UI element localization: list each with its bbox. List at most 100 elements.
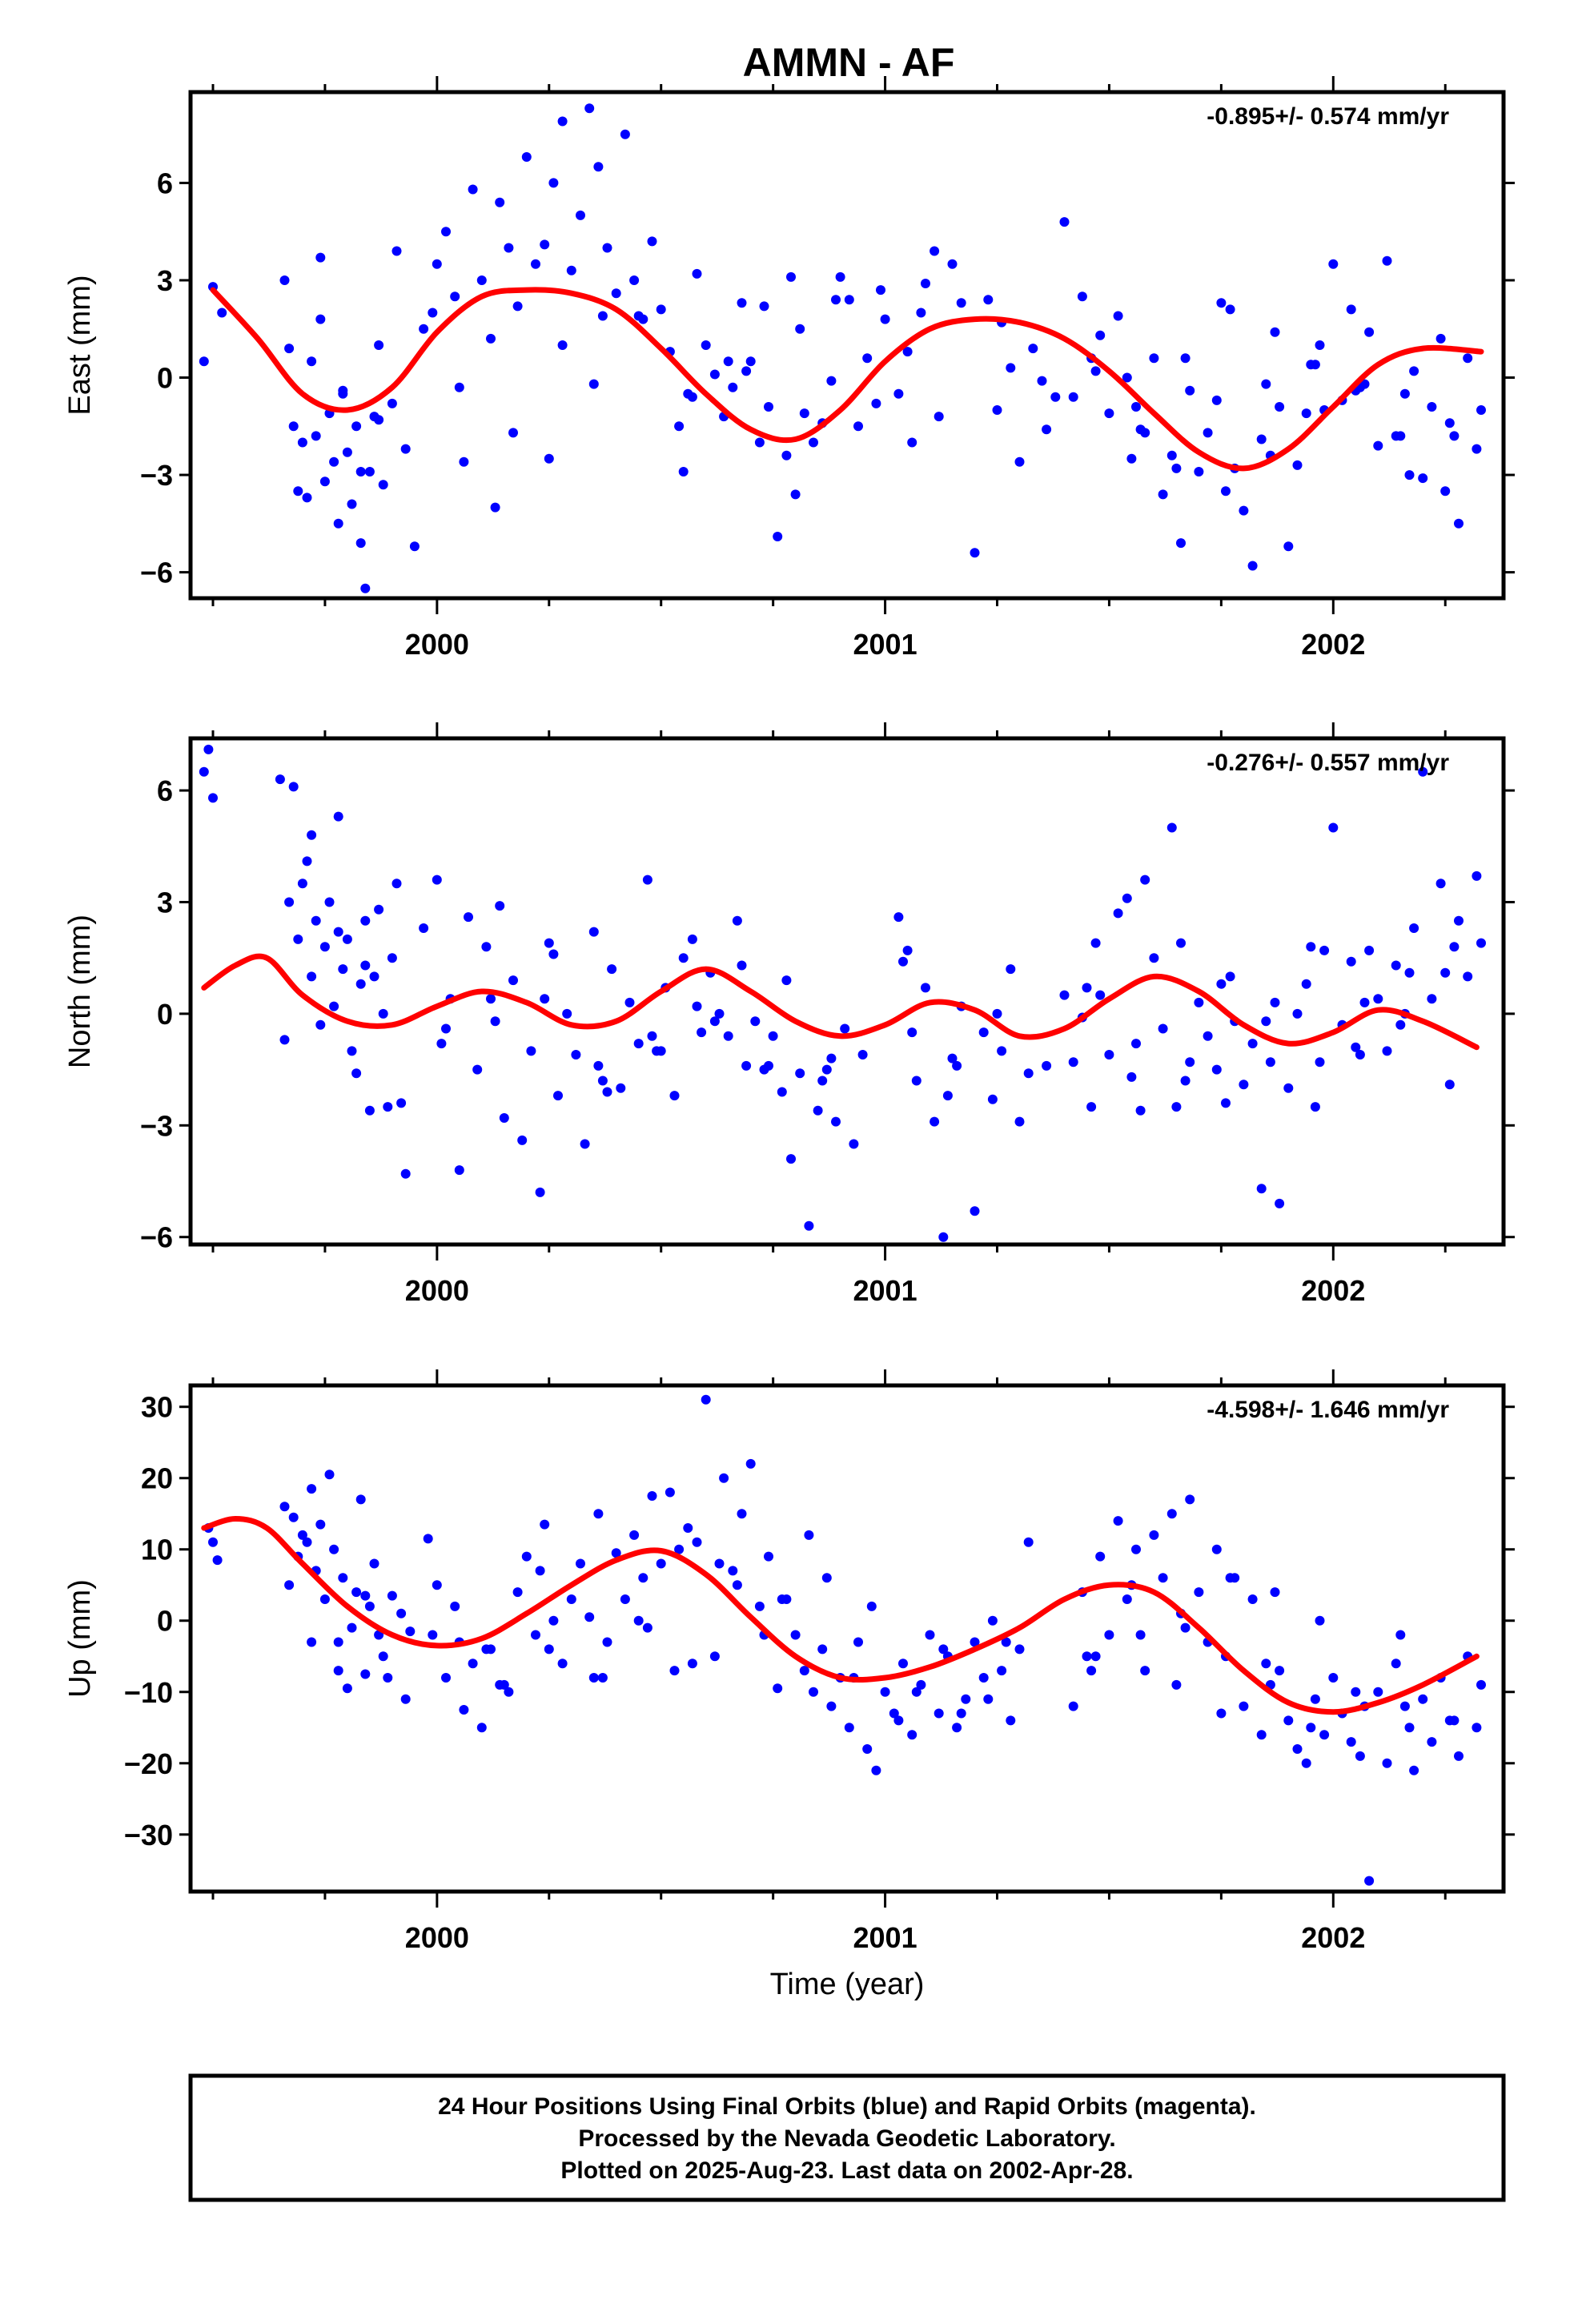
north-data-point (1239, 1080, 1249, 1090)
east-data-point (1176, 538, 1186, 549)
up-data-point (329, 1544, 339, 1554)
up-data-point (701, 1394, 711, 1405)
east-data-point (647, 236, 657, 247)
east-data-point (566, 265, 576, 275)
up-x-tick-label: 2001 (853, 1921, 917, 1954)
east-data-point (288, 421, 299, 432)
east-data-point (934, 412, 944, 422)
north-data-point (997, 1046, 1007, 1056)
east-data-point (504, 243, 514, 253)
east-data-point (284, 344, 295, 354)
east-data-point (1006, 363, 1016, 373)
north-data-point (199, 766, 209, 777)
up-data-point (432, 1580, 442, 1590)
north-data-point (351, 1068, 362, 1079)
up-data-point (916, 1679, 926, 1690)
east-data-point (315, 252, 326, 263)
north-data-point (517, 1135, 528, 1145)
up-data-point (799, 1666, 809, 1676)
north-x-tick-label: 2002 (1301, 1274, 1365, 1307)
east-y-axis-label: East (mm) (63, 275, 97, 415)
east-data-point (844, 295, 854, 305)
east-data-point (360, 583, 371, 593)
north-data-point (329, 1001, 339, 1011)
north-data-point (1185, 1057, 1195, 1068)
north-data-point (1166, 822, 1177, 833)
east-data-point (692, 268, 702, 279)
north-data-point (952, 1060, 962, 1071)
east-data-point (293, 486, 303, 497)
north-data-point (315, 1019, 326, 1030)
north-data-point (1023, 1068, 1034, 1079)
up-data-point (1351, 1687, 1361, 1697)
up-data-point (400, 1694, 411, 1704)
north-data-point (602, 1087, 612, 1097)
north-data-point (1211, 1064, 1222, 1075)
north-data-point (795, 1068, 805, 1079)
north-data-point (947, 1053, 958, 1063)
east-data-point (1435, 333, 1446, 344)
north-data-point (786, 1154, 796, 1164)
east-data-point (1472, 444, 1482, 454)
up-data-point (1399, 1701, 1410, 1711)
north-data-point (1346, 956, 1356, 967)
up-data-point (1373, 1687, 1383, 1697)
up-data-point (880, 1687, 890, 1697)
east-data-point (329, 456, 339, 467)
north-data-point (1359, 997, 1370, 1007)
up-data-point (732, 1580, 742, 1590)
up-data-point (1082, 1651, 1092, 1662)
north-data-point (1270, 997, 1280, 1007)
up-data-point (535, 1566, 545, 1576)
east-data-point (1270, 327, 1280, 337)
up-fit-layer (201, 1516, 1480, 1715)
north-data-point (324, 897, 335, 907)
north-data-point (208, 793, 218, 803)
east-data-point (391, 246, 402, 256)
east-data-point (1122, 372, 1132, 383)
north-data-point (1275, 1198, 1285, 1208)
north-data-point (1444, 1080, 1455, 1090)
north-data-point (1068, 1057, 1078, 1068)
up-data-point (987, 1615, 998, 1626)
up-data-point (893, 1715, 904, 1726)
north-data-point (297, 879, 307, 889)
north-data-point (311, 915, 321, 926)
east-data-point (970, 548, 980, 558)
north-data-point (1194, 997, 1204, 1007)
up-data-point (1328, 1673, 1339, 1683)
north-data-point (1427, 994, 1437, 1004)
up-x-tick-label: 2000 (405, 1921, 469, 1954)
north-data-point (930, 1116, 940, 1127)
up-data-point (1090, 1651, 1101, 1662)
north-data-point (419, 923, 429, 933)
east-data-point (279, 275, 290, 285)
up-data-point (212, 1555, 223, 1566)
north-data-point (1171, 1102, 1182, 1112)
east-data-point (1409, 366, 1419, 376)
up-data-point (364, 1601, 375, 1611)
north-data-point (597, 1076, 608, 1086)
up-data-point (602, 1637, 612, 1647)
east-data-point (355, 538, 366, 549)
east-data-point (1050, 392, 1061, 402)
east-data-point (319, 476, 330, 487)
up-data-point (396, 1608, 407, 1618)
up-y-tick-label: 20 (141, 1462, 173, 1495)
east-data-point (1418, 473, 1428, 484)
north-data-point (1221, 1098, 1231, 1108)
up-data-point (809, 1687, 818, 1697)
north-data-point (526, 1046, 536, 1056)
up-data-point (360, 1669, 371, 1679)
figure-title: AMMN - AF (743, 40, 955, 85)
up-data-point (1261, 1659, 1271, 1669)
north-data-point (849, 1139, 859, 1149)
east-data-point (764, 402, 773, 412)
north-data-point (1095, 990, 1106, 1000)
north-data-point (804, 1220, 814, 1231)
east-data-point (1373, 440, 1383, 451)
east-data-point (773, 532, 783, 541)
east-data-point (419, 324, 429, 334)
up-data-point (1409, 1765, 1419, 1775)
